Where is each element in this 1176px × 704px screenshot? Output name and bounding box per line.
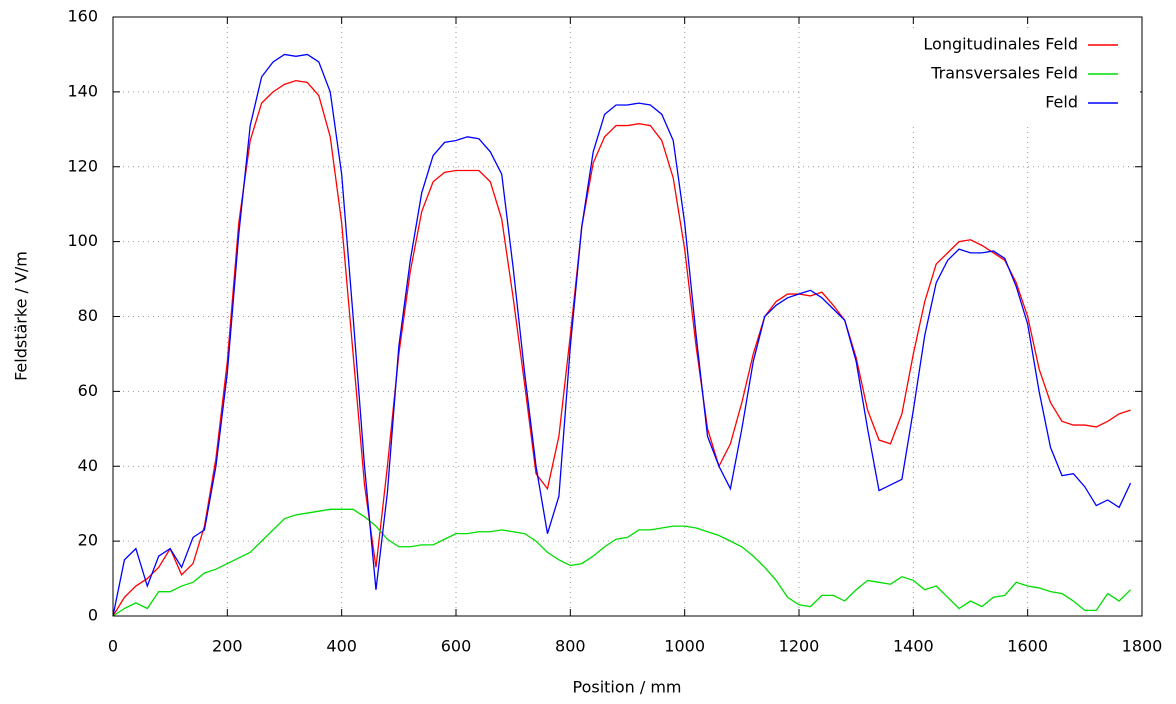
y-tick-label: 20 bbox=[78, 531, 98, 550]
legend-background bbox=[800, 28, 1140, 123]
x-tick-label: 1800 bbox=[1122, 637, 1163, 656]
y-tick-label: 0 bbox=[88, 606, 98, 625]
x-tick-label: 1600 bbox=[1007, 637, 1048, 656]
y-tick-label: 80 bbox=[78, 306, 98, 325]
plot-frame bbox=[112, 16, 1143, 617]
data-line bbox=[112, 508, 1132, 617]
x-tick-label: 200 bbox=[212, 637, 243, 656]
y-tick-label: 100 bbox=[67, 231, 98, 250]
y-tick-label: 60 bbox=[78, 381, 98, 400]
x-tick-label: 800 bbox=[555, 637, 586, 656]
x-axis-label: Position / mm bbox=[572, 678, 681, 697]
data-line bbox=[112, 79, 1131, 617]
legend-label: Transversales Feld bbox=[930, 64, 1078, 83]
x-tick-label: 1000 bbox=[664, 637, 705, 656]
y-tick-label: 120 bbox=[67, 156, 98, 175]
x-tick-label: 600 bbox=[441, 637, 472, 656]
legend-label: Feld bbox=[1045, 93, 1078, 112]
x-tick-label: 0 bbox=[108, 637, 118, 656]
legend-label: Longitudinales Feld bbox=[923, 35, 1078, 54]
x-tick-label: 1400 bbox=[893, 637, 934, 656]
y-axis-label: Feldstärke / V/m bbox=[12, 251, 31, 381]
data-line bbox=[112, 53, 1132, 617]
x-tick-label: 400 bbox=[326, 637, 357, 656]
y-tick-label: 140 bbox=[67, 81, 98, 100]
x-tick-label: 1200 bbox=[779, 637, 820, 656]
y-tick-label: 40 bbox=[78, 456, 98, 475]
y-tick-label: 160 bbox=[67, 7, 98, 26]
